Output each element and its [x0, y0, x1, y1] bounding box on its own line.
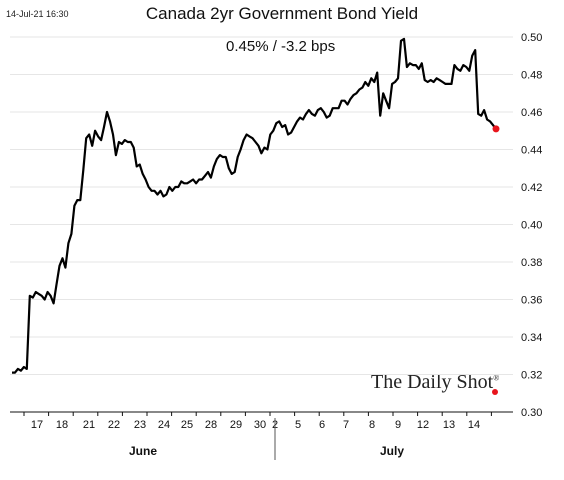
month-label: July	[380, 444, 404, 458]
brand-logo: The Daily Shot®	[371, 371, 499, 394]
y-tick-label: 0.36	[521, 295, 542, 307]
x-tick-label: 30	[254, 419, 266, 431]
x-tick-label: 25	[181, 419, 193, 431]
month-label: June	[129, 444, 157, 458]
x-tick-label: 17	[31, 419, 43, 431]
y-tick-label: 0.40	[521, 220, 542, 232]
x-tick-label: 5	[295, 419, 301, 431]
x-tick-label: 18	[56, 419, 68, 431]
y-tick-label: 0.30	[521, 407, 542, 419]
x-tick-label: 24	[158, 419, 170, 431]
x-tick-label: 29	[230, 419, 242, 431]
x-tick-label: 28	[205, 419, 217, 431]
y-tick-label: 0.38	[521, 257, 542, 269]
brand-registered-mark: ®	[493, 373, 500, 383]
x-tick-label: 23	[134, 419, 146, 431]
gridlines	[10, 36, 513, 413]
y-tick-label: 0.44	[521, 145, 542, 157]
y-tick-label: 0.34	[521, 332, 542, 344]
yield-line	[12, 37, 497, 374]
y-tick-label: 0.48	[521, 70, 542, 82]
x-tick-label: 7	[343, 419, 349, 431]
x-tick-label: 13	[443, 419, 455, 431]
last-value-marker	[492, 125, 500, 133]
y-tick-label: 0.32	[521, 370, 542, 382]
timestamp: 14-Jul-21 16:30	[6, 9, 69, 19]
y-tick-label: 0.46	[521, 107, 542, 119]
x-tick-label: 9	[395, 419, 401, 431]
x-tick-label: 12	[417, 419, 429, 431]
y-tick-label: 0.42	[521, 182, 542, 194]
brand-text: The Daily Shot	[371, 371, 494, 393]
chart-title: Canada 2yr Government Bond Yield	[145, 4, 419, 23]
x-tick-label: 21	[83, 419, 95, 431]
x-tick-label: 8	[369, 419, 375, 431]
x-tick-label: 6	[319, 419, 325, 431]
x-tick-label: 22	[108, 419, 120, 431]
yield-readout: 0.45% / -3.2 bps	[226, 38, 336, 55]
y-tick-label: 0.50	[521, 32, 542, 44]
brand-dot	[492, 389, 498, 395]
x-tick-label: 14	[468, 419, 480, 431]
